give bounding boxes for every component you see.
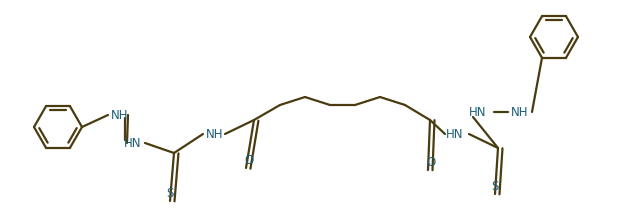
Text: NH: NH [111,108,129,121]
Text: HN: HN [446,128,464,141]
Text: S: S [167,187,173,200]
Text: HN: HN [470,106,487,119]
Text: O: O [244,154,254,167]
Text: NH: NH [206,128,223,141]
Text: S: S [491,180,499,192]
Text: NH: NH [511,106,529,119]
Text: HN: HN [124,136,141,150]
Text: O: O [426,156,436,169]
